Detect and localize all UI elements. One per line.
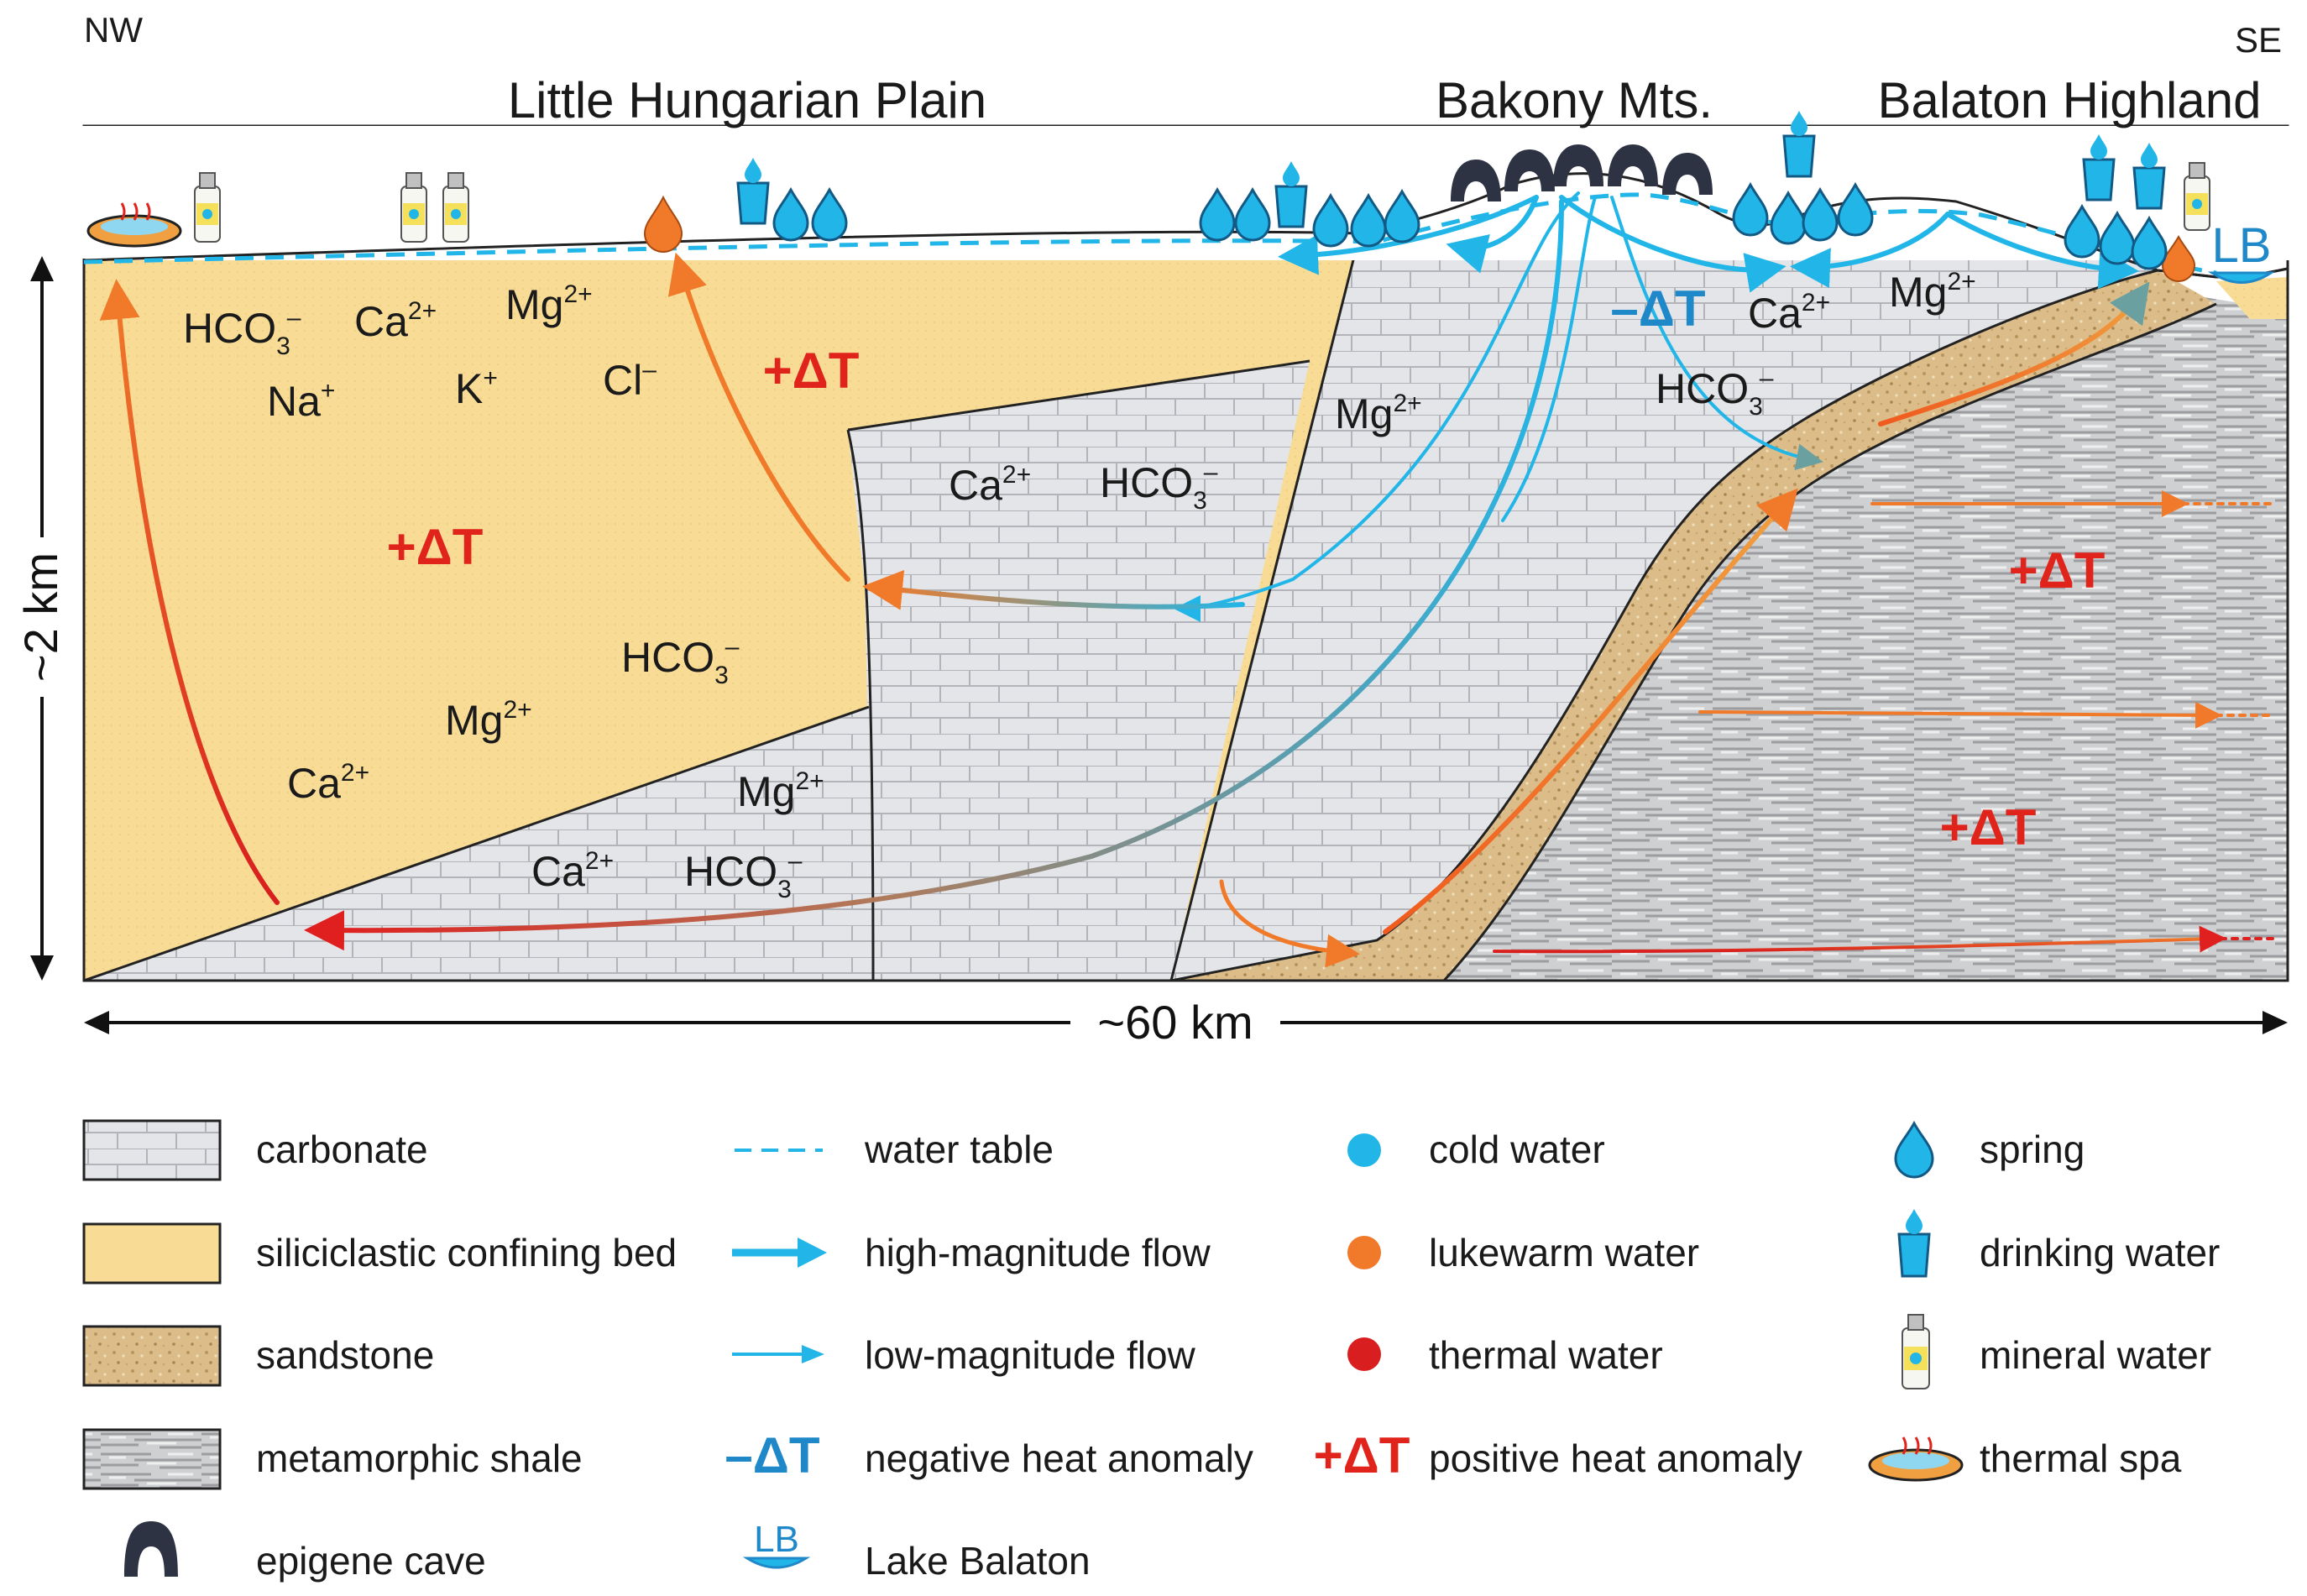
legend-swatch-positive-anomaly: +ΔT	[1314, 1427, 1410, 1483]
epigene-cave-icon	[1451, 160, 1501, 201]
width-scale: ~60 km	[84, 996, 2288, 1049]
carbonate-block-middle	[848, 361, 1310, 981]
legend-label: thermal water	[1429, 1333, 1663, 1377]
thermal-spa-icon	[1868, 1436, 1964, 1482]
legend-label: metamorphic shale	[256, 1436, 583, 1480]
negative-heat-anomaly-label: –ΔT	[1610, 280, 1705, 337]
legend-label: epigene cave	[256, 1539, 486, 1583]
spring-icon	[1199, 186, 1236, 242]
depth-scale-label: ~2 km	[14, 552, 67, 682]
drinking-water-icon	[1897, 1209, 1931, 1278]
legend-swatch-cold-water	[1347, 1133, 1381, 1167]
surface-symbols: LB	[86, 111, 2276, 284]
positive-heat-anomaly-label: +ΔT	[763, 343, 860, 399]
epigene-cave-icon	[1553, 144, 1603, 186]
ion-label-ca: Ca2+	[354, 297, 437, 345]
width-scale-label: ~60 km	[1097, 996, 1253, 1049]
legend-label: drinking water	[1980, 1231, 2220, 1274]
epigene-cave-icon	[1662, 153, 1713, 195]
svg-text:LB: LB	[754, 1519, 799, 1560]
spring-icon	[1894, 1120, 1934, 1179]
legend-label: thermal spa	[1980, 1436, 2182, 1480]
water-table-line	[83, 192, 2217, 275]
ion-label-hco3: HCO3–	[183, 304, 301, 360]
epigene-cave-icon	[124, 1521, 178, 1577]
legend-label: high-magnitude flow	[865, 1231, 1211, 1274]
positive-heat-anomaly-label: +ΔT	[1940, 799, 2037, 856]
spring-icon	[1384, 188, 1420, 243]
epigene-cave-icon	[1504, 149, 1555, 191]
region-balaton-highland: Balaton Highland	[1877, 72, 2261, 128]
legend-label: cold water	[1429, 1128, 1605, 1171]
spring-icon	[772, 186, 809, 242]
legend-swatch-low-flow	[802, 1345, 824, 1363]
epigene-cave-icon	[1608, 144, 1658, 186]
region-little-hungarian-plain: Little Hungarian Plain	[508, 72, 986, 128]
legend-swatch-negative-anomaly: –ΔT	[725, 1427, 819, 1483]
spring-icon	[2064, 203, 2100, 259]
metamorphic-shale-layer	[1444, 294, 2288, 981]
spring-icon	[1312, 192, 1349, 248]
direction-se: SE	[2235, 20, 2282, 60]
legend-label: sandstone	[256, 1333, 434, 1377]
spring-icon	[1802, 186, 1839, 242]
legend-swatch-lake-balaton: LB	[742, 1519, 811, 1569]
mineral-water-icon	[400, 172, 427, 243]
mineral-water-icon	[2184, 162, 2210, 231]
spring-icon	[1732, 181, 1769, 237]
spring-icon	[2131, 215, 2168, 270]
spring-icon	[2099, 210, 2136, 265]
legend-swatch-shale	[82, 1428, 222, 1490]
mineral-water-icon	[442, 172, 469, 243]
positive-heat-anomaly-label: +ΔT	[2009, 542, 2106, 599]
legend: carbonate siliciclastic confining bed sa…	[82, 1119, 2220, 1583]
lake-balaton-marker: LB	[2207, 218, 2276, 284]
legend-label: negative heat anomaly	[865, 1436, 1253, 1480]
legend-swatch-sandstone	[82, 1325, 222, 1387]
mineral-water-icon	[194, 172, 221, 243]
spring-icon	[1770, 190, 1807, 245]
legend-label: siliciclastic confining bed	[256, 1231, 677, 1274]
thermal-spa-icon	[86, 202, 182, 248]
sandstone-layer	[1171, 270, 2216, 981]
legend-swatch-high-flow	[798, 1238, 827, 1268]
spring-icon	[811, 186, 848, 242]
legend-swatch-confining	[82, 1222, 222, 1285]
ion-label-mg: Mg2+	[737, 767, 824, 815]
direction-nw: NW	[84, 10, 143, 50]
drinking-water-icon	[1782, 111, 1816, 178]
groundwater-flow-arrows	[99, 191, 2277, 968]
legend-label: water table	[864, 1128, 1054, 1171]
lukewarm-spring-icon	[643, 195, 683, 253]
lake-balaton-label: LB	[2212, 218, 2272, 273]
positive-heat-anomaly-label: +ΔT	[387, 519, 484, 575]
spring-icon	[1837, 181, 1874, 237]
legend-label: positive heat anomaly	[1429, 1436, 1802, 1480]
drinking-water-icon	[2132, 143, 2166, 210]
legend-label: Lake Balaton	[865, 1539, 1091, 1583]
spring-icon	[1350, 192, 1387, 248]
legend-label: carbonate	[256, 1128, 428, 1171]
drinking-water-icon	[736, 158, 770, 225]
legend-label: spring	[1980, 1128, 2085, 1171]
spring-icon	[1234, 186, 1271, 242]
legend-label: low-magnitude flow	[865, 1333, 1196, 1377]
legend-label: lukewarm water	[1429, 1231, 1699, 1274]
drinking-water-icon	[2082, 134, 2116, 201]
depth-scale: ~2 km	[14, 256, 67, 981]
legend-label: mineral water	[1980, 1333, 2211, 1377]
drinking-water-icon	[1274, 161, 1308, 228]
legend-swatch-carbonate	[82, 1119, 222, 1181]
region-bakony-mts: Bakony Mts.	[1436, 72, 1713, 128]
legend-swatch-lukewarm-water	[1347, 1236, 1381, 1269]
mineral-water-icon	[1902, 1314, 1930, 1389]
legend-swatch-thermal-water	[1347, 1337, 1381, 1371]
